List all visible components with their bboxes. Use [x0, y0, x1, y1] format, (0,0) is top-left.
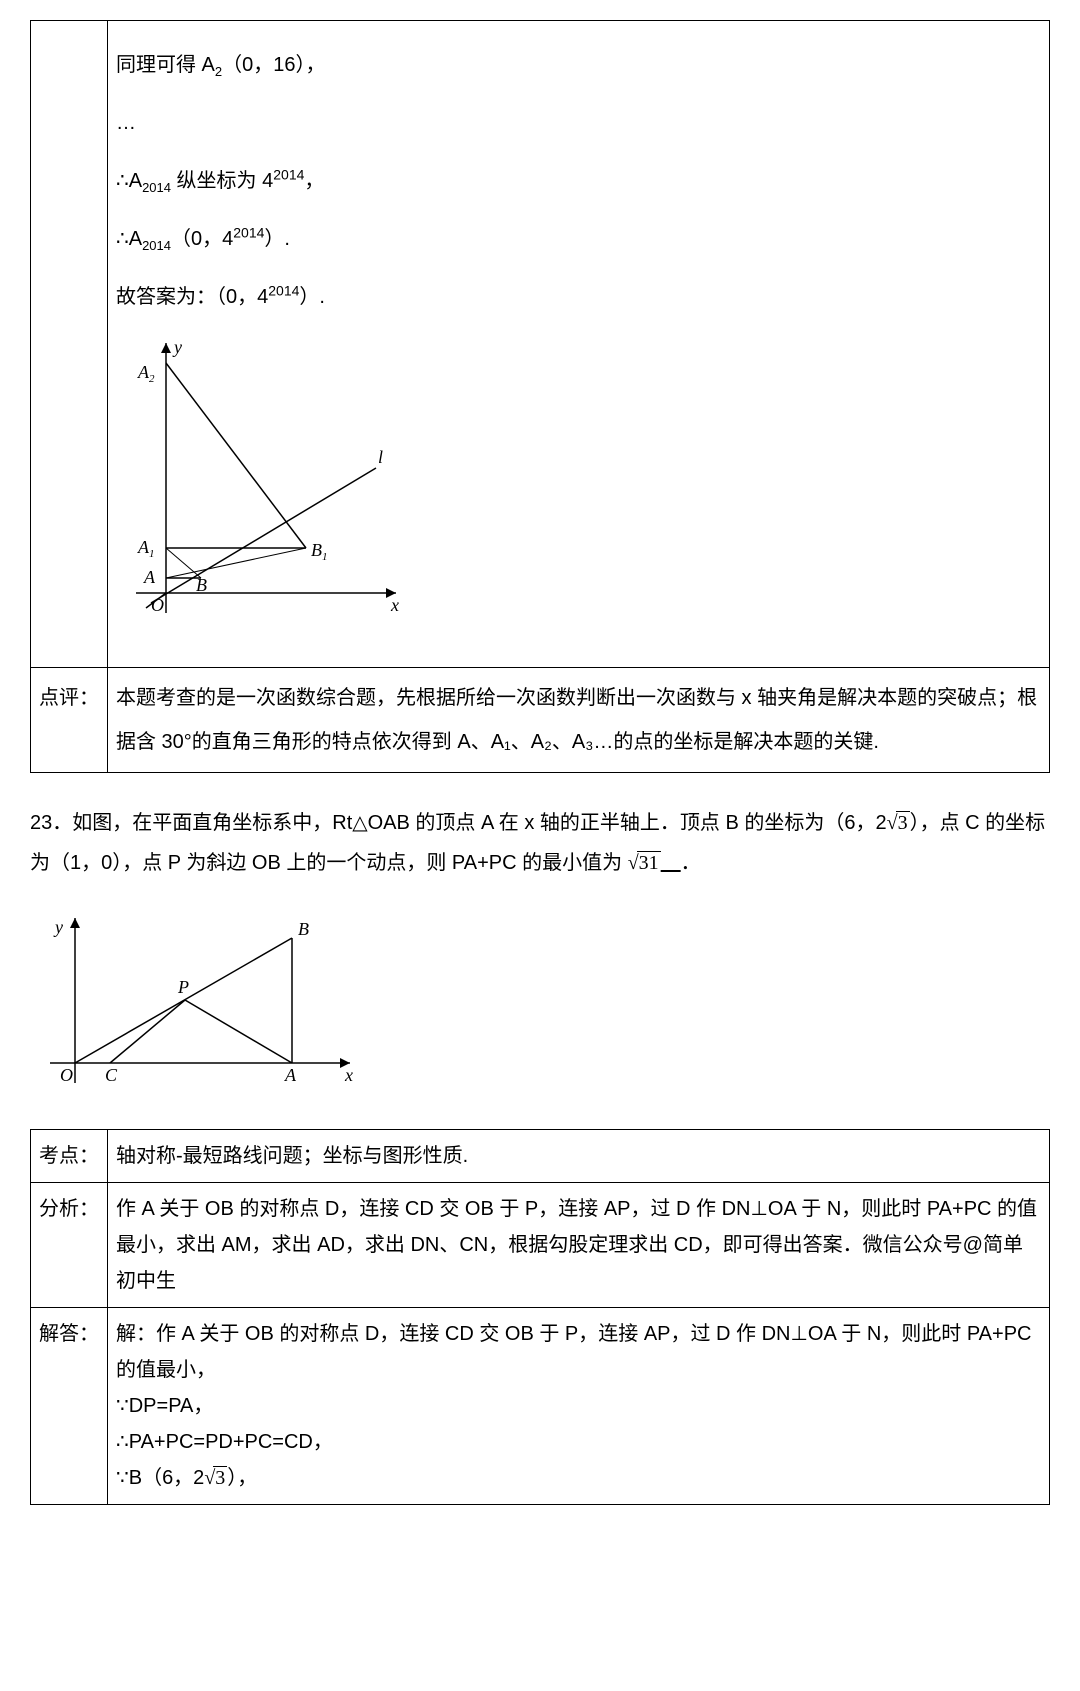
line-answer: 故答案为：（0，42014）. — [116, 275, 1041, 319]
jd-line1: 解：作 A 关于 OB 的对称点 D，连接 CD 交 OB 于 P，连接 AP，… — [116, 1316, 1041, 1388]
fig1-A1: A1 — [137, 537, 155, 560]
sqrt3-inline: √3 — [887, 803, 910, 843]
line-ellipsis: … — [116, 101, 1041, 145]
svg-text:P: P — [177, 977, 189, 997]
jd-line2: ∵DP=PA， — [116, 1388, 1041, 1424]
jieda-text: 解：作 A 关于 OB 的对称点 D，连接 CD 交 OB 于 P，连接 AP，… — [108, 1308, 1050, 1505]
q23-num: 23． — [30, 812, 72, 834]
jieda-label: 解答： — [31, 1308, 108, 1505]
question-23: 23．如图，在平面直角坐标系中，Rt△OAB 的顶点 A 在 x 轴的正半轴上．… — [30, 803, 1050, 883]
fenxi-label: 分析： — [31, 1183, 108, 1308]
svg-text:x: x — [344, 1065, 353, 1085]
fig1-A: A — [143, 567, 156, 587]
svg-text:B: B — [298, 919, 309, 939]
figure-2: y x O C A B P — [30, 903, 1050, 1119]
line-a2014-y: ∴A2014 纵坐标为 42014， — [116, 159, 1041, 203]
solution-block-2: 考点： 轴对称-最短路线问题；坐标与图形性质. 分析： 作 A 关于 OB 的对… — [30, 1129, 1050, 1505]
svg-text:O: O — [60, 1065, 73, 1085]
line-a2: 同理可得 A2（0，16）， — [116, 43, 1041, 87]
figure-1: y x l O A B A1 B1 A2 — [116, 333, 1041, 649]
dianping-label: 点评： — [31, 668, 108, 773]
fig1-A2: A2 — [137, 362, 155, 385]
solution-cell: 同理可得 A2（0，16）， … ∴A2014 纵坐标为 42014， ∴A20… — [108, 21, 1050, 668]
svg-text:C: C — [105, 1065, 118, 1085]
fig1-x-label: x — [390, 595, 399, 615]
solution-block-1: 同理可得 A2（0，16）， … ∴A2014 纵坐标为 42014， ∴A20… — [30, 20, 1050, 773]
fig1-B1: B1 — [311, 540, 328, 563]
svg-text:y: y — [53, 917, 63, 937]
svg-text:A: A — [284, 1065, 297, 1085]
line-a2014-coord: ∴A2014（0，42014）. — [116, 217, 1041, 261]
kaodian-label: 考点： — [31, 1130, 108, 1183]
fig1-l-label: l — [378, 447, 383, 467]
fenxi-text: 作 A 关于 OB 的对称点 D，连接 CD 交 OB 于 P，连接 AP，过 … — [108, 1183, 1050, 1308]
fig1-O: O — [151, 595, 164, 615]
fig1-y-label: y — [172, 337, 182, 357]
fig1-B: B — [196, 575, 207, 595]
jd-line3: ∴PA+PC=PD+PC=CD， — [116, 1424, 1041, 1460]
jd-line4: ∵B（6，2√3）， — [116, 1460, 1041, 1496]
empty-label-cell — [31, 21, 108, 668]
kaodian-text: 轴对称-最短路线问题；坐标与图形性质. — [108, 1130, 1050, 1183]
dianping-text: 本题考查的是一次函数综合题，先根据所给一次函数判断出一次函数与 x 轴夹角是解决… — [108, 668, 1050, 773]
q23-answer: √31 — [628, 852, 681, 874]
